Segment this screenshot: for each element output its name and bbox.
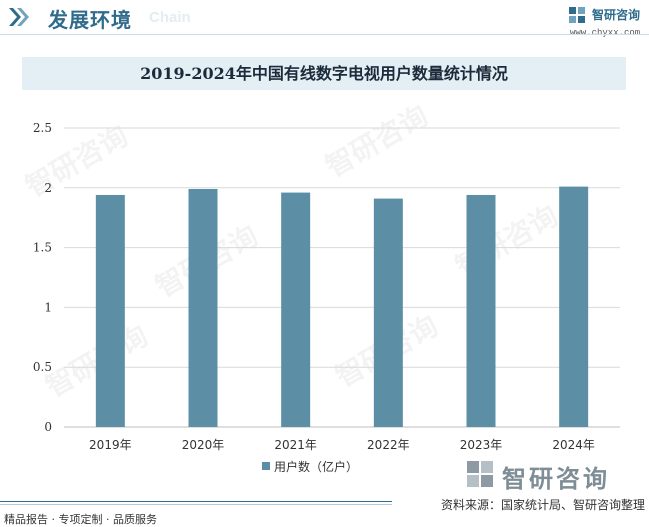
bottom-logo: 智研咨询 bbox=[466, 458, 636, 493]
section-subtitle: Chain bbox=[149, 9, 191, 26]
bar bbox=[559, 186, 589, 427]
data-source: 资料来源：国家统计局、智研咨询整理 bbox=[440, 498, 645, 512]
legend-swatch bbox=[262, 462, 270, 470]
section-title: 发展环境 bbox=[48, 8, 132, 32]
double-chevron-icon bbox=[9, 8, 29, 26]
brand-logo: 智研咨询 www.chyxx.com bbox=[568, 4, 644, 40]
y-tick-label: 0.5 bbox=[33, 360, 52, 374]
x-tick-label: 2023年 bbox=[460, 438, 503, 452]
brand-url[interactable]: www.chyxx.com bbox=[570, 28, 641, 38]
brand-mark-icon bbox=[467, 461, 493, 487]
y-tick-label: 1.5 bbox=[33, 241, 52, 255]
bottom-logo-name: 智研咨询 bbox=[502, 465, 610, 493]
brand-name: 智研咨询 bbox=[592, 8, 641, 22]
y-tick-label: 2 bbox=[44, 181, 52, 195]
footer-divider-secondary bbox=[0, 504, 392, 505]
x-tick-label: 2021年 bbox=[274, 438, 317, 452]
brand-mark-icon bbox=[569, 7, 585, 23]
x-tick-label: 2020年 bbox=[182, 438, 225, 452]
page-header: 发展环境 Chain 智研咨询 www.chyxx.com bbox=[0, 0, 649, 38]
chart-title: 2019-2024年中国有线数字电视用户数量统计情况 bbox=[140, 64, 508, 83]
y-tick-label: 1 bbox=[44, 300, 52, 314]
x-tick-label: 2024年 bbox=[552, 438, 595, 452]
x-tick-label: 2019年 bbox=[89, 438, 132, 452]
legend-label: 用户数（亿户） bbox=[274, 459, 359, 474]
bar bbox=[373, 198, 403, 427]
chart-legend: 用户数（亿户） bbox=[262, 458, 358, 474]
service-tagline: 精品报告 · 专项定制 · 品质服务 bbox=[4, 513, 157, 526]
y-tick-label: 0 bbox=[44, 420, 52, 434]
bar bbox=[188, 188, 218, 427]
bar bbox=[466, 194, 496, 427]
x-tick-label: 2022年 bbox=[367, 438, 410, 452]
bar bbox=[95, 194, 125, 427]
chart-title-bar: 2019-2024年中国有线数字电视用户数量统计情况 bbox=[22, 57, 626, 90]
header-divider bbox=[0, 34, 649, 35]
y-tick-label: 2.5 bbox=[33, 121, 52, 135]
bar bbox=[281, 192, 311, 427]
footer-divider bbox=[0, 501, 392, 502]
